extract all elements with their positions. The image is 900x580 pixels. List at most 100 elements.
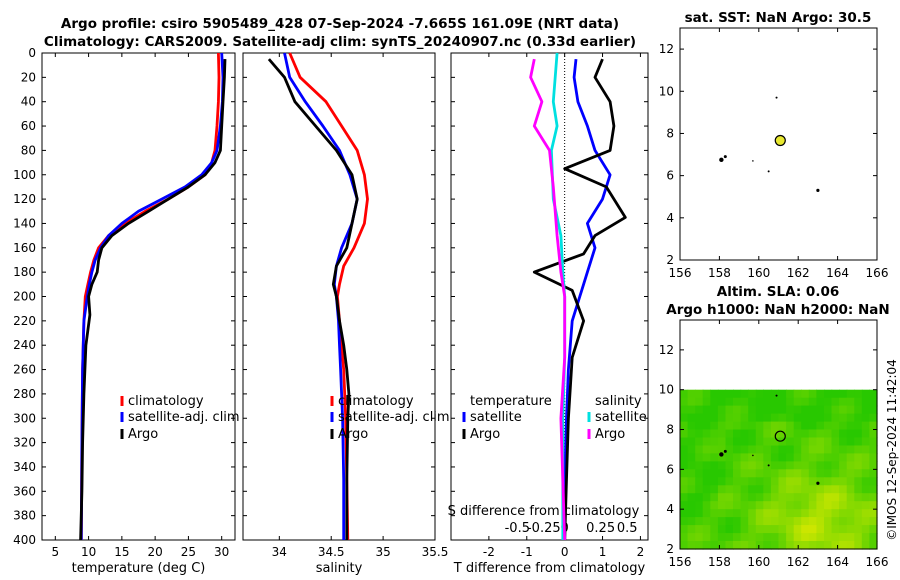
heatmap-cell [755,525,764,534]
y-tick-label: 8 [666,126,674,140]
heatmap-cell [869,437,878,447]
heatmap-cell [824,541,833,550]
heatmap-cell [861,445,870,455]
heatmap-cell [755,541,764,550]
heatmap-cell [839,501,848,510]
legend-title-temperature: temperature [470,394,552,409]
island-marker [767,170,770,173]
heatmap-cell [824,405,833,415]
heatmap-cell [763,541,772,550]
heatmap-cell [733,525,742,534]
y-tick-label: 320 [13,436,36,450]
heatmap-cell [748,517,757,526]
heatmap-cell [702,501,711,510]
heatmap-cell [763,413,772,423]
heatmap-cell [846,445,855,455]
heatmap-cell [793,517,802,526]
heatmap-cell [770,477,780,486]
heatmap-cell [824,429,833,439]
heatmap-cell [755,397,764,407]
heatmap-cell [687,421,696,431]
y-tick-label: 80 [21,143,36,157]
heatmap-cell [869,405,878,415]
heatmap-cell [695,493,704,502]
y-tick-label: 4 [666,211,674,225]
heatmap-cell [725,389,734,399]
heatmap-cell [816,533,825,542]
heatmap-cell [740,533,749,542]
y-tick-label: 180 [13,265,36,279]
heatmap-cell [755,445,764,455]
heatmap-cell [770,413,780,423]
heatmap-cell [861,541,870,550]
heatmap-cell [869,445,878,455]
heatmap-cell [869,469,878,478]
heatmap-cell [869,477,878,486]
heatmap-cell [687,461,696,470]
heatmap-cell [702,469,711,478]
heatmap-cell [793,533,802,542]
legend-label: satellite-adj. clim [128,410,240,425]
heatmap-cell [786,405,795,415]
legend-label: climatology [128,394,204,409]
heatmap-cell [748,405,757,415]
heatmap-cell [755,517,764,526]
heatmap-cell [831,501,840,510]
heatmap-cell [740,461,749,470]
heatmap-cell [695,525,704,534]
x-tick-label: 35.5 [422,545,449,559]
heatmap-cell [695,533,704,542]
heatmap-cell [854,533,863,542]
heatmap-cell [702,405,711,415]
y-tick-label: 12 [659,42,674,56]
heatmap-cell [861,453,870,462]
heatmap-cell [680,453,689,462]
heatmap-cell [778,477,787,486]
y-tick-label: 140 [13,216,36,230]
heatmap-cell [831,525,840,534]
heatmap-cell [695,509,704,518]
heatmap-cell [846,501,855,510]
top-x-tick-label: 0.5 [617,521,638,536]
heatmap-cell [748,429,757,439]
heatmap-cell [687,453,696,462]
heatmap-cell [725,525,734,534]
heatmap-cell [816,517,825,526]
heatmap-cell [824,517,833,526]
heatmap-cell [854,413,863,423]
heatmap-cell [831,445,840,455]
heatmap-cell [763,429,772,439]
heatmap-cell [808,541,817,550]
heatmap-cell [854,517,863,526]
legend-label: Argo [595,427,625,442]
heatmap-cell [846,405,855,415]
heatmap-cell [763,405,772,415]
heatmap-cell [717,533,727,542]
heatmap-cell [839,389,848,399]
heatmap-cell [846,461,855,470]
heatmap-cell [748,477,757,486]
heatmap-cell [748,501,757,510]
island-marker [816,481,820,485]
heatmap-cell [839,533,848,542]
h-map-title: Argo h1000: NaN h2000: NaN [666,302,889,318]
heatmap-cell [702,477,711,486]
x-tick-label: -1 [521,545,533,559]
series-line-argo [267,58,359,540]
heatmap-cell [770,525,780,534]
heatmap-cell [831,413,840,423]
heatmap-cell [740,493,749,502]
island-marker [723,449,727,453]
heatmap-cell [824,413,833,423]
heatmap-cell [717,501,727,510]
heatmap-cell [824,493,833,502]
y-tick-label: 160 [13,241,36,255]
heatmap-cell [717,485,727,494]
heatmap-cell [687,437,696,447]
heatmap-cell [808,509,817,518]
heatmap-cell [861,429,870,439]
salinity-legend: climatology satellite-adj. clim Argo [330,394,450,442]
heatmap-cell [808,453,817,462]
heatmap-cell [786,421,795,431]
heatmap-cell [778,437,787,447]
